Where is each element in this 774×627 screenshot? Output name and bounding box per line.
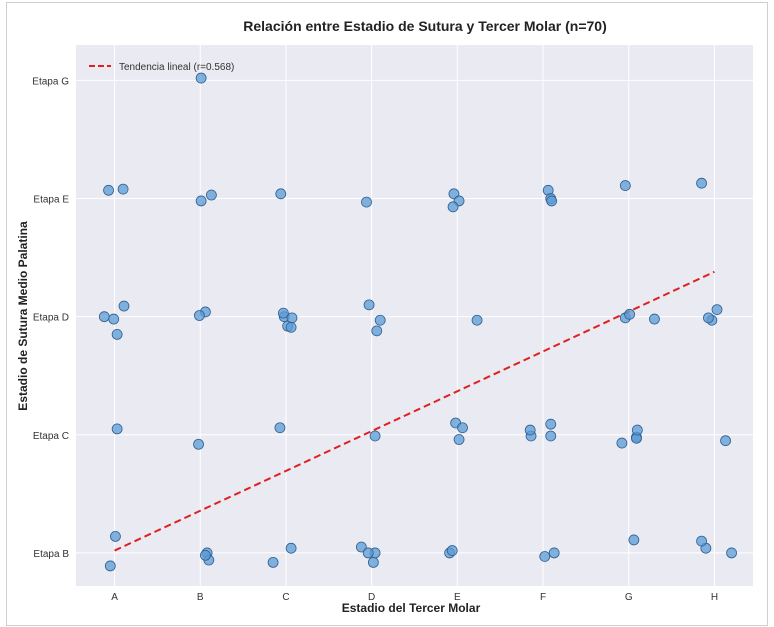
data-point	[108, 313, 120, 325]
x-tick-label: H	[711, 592, 718, 603]
x-tick-labels: A B C D E F G H	[111, 592, 718, 603]
legend: Tendencia lineal (r=0.568)	[89, 62, 234, 73]
data-point	[616, 437, 628, 449]
data-point	[619, 180, 631, 191]
data-point	[194, 310, 205, 321]
data-point	[524, 424, 536, 436]
x-tick-label: A	[111, 592, 118, 603]
data-point	[649, 313, 660, 325]
data-point	[285, 321, 297, 333]
data-point	[111, 328, 123, 340]
data-point	[545, 418, 557, 430]
x-tick-label: B	[197, 592, 204, 603]
data-point	[275, 188, 287, 200]
legend-trend-label: Tendencia lineal (r=0.568)	[119, 62, 234, 73]
data-point	[274, 422, 286, 434]
data-point	[711, 304, 723, 315]
y-tick-label: Etapa E	[33, 195, 69, 206]
data-point	[548, 547, 560, 559]
data-point	[628, 534, 640, 546]
data-point	[104, 560, 116, 572]
y-tick-label: Etapa B	[33, 549, 69, 560]
y-tick-label: Etapa G	[32, 76, 69, 87]
x-tick-label: C	[282, 592, 289, 603]
data-point	[267, 556, 279, 568]
plot-area	[76, 45, 753, 586]
data-point	[200, 549, 211, 561]
data-point	[696, 535, 707, 547]
data-point	[118, 300, 130, 312]
y-tick-label: Etapa C	[33, 431, 69, 442]
data-point	[103, 184, 114, 196]
y-tick-labels: Etapa B Etapa C Etapa D Etapa E Etapa G	[32, 76, 69, 559]
x-tick-label: G	[625, 592, 633, 603]
data-point	[277, 307, 289, 319]
data-point	[457, 422, 468, 434]
data-points	[98, 72, 737, 572]
y-tick-label: Etapa D	[33, 313, 69, 324]
data-point	[631, 424, 643, 436]
data-point	[195, 195, 207, 207]
trend-line	[114, 270, 715, 552]
data-point	[355, 541, 367, 553]
data-point	[726, 547, 737, 559]
data-point	[111, 423, 123, 435]
trend-line-group	[114, 270, 715, 552]
data-point	[545, 430, 557, 442]
data-point	[703, 312, 714, 324]
data-point	[624, 308, 635, 320]
data-point	[285, 542, 297, 554]
data-point	[117, 183, 129, 195]
x-axis-label: Estadio del Tercer Molar	[342, 601, 481, 615]
y-axis-label: Estadio de Sutura Medio Palatina	[16, 221, 30, 411]
data-point	[98, 311, 110, 323]
data-point	[367, 556, 379, 568]
data-point	[369, 430, 381, 442]
data-point	[453, 434, 465, 445]
data-point	[361, 196, 372, 208]
data-point	[362, 547, 374, 559]
data-point	[447, 201, 459, 213]
x-tick-label: E	[454, 592, 461, 603]
data-point	[374, 314, 386, 326]
data-point	[446, 545, 458, 556]
data-point	[371, 325, 383, 337]
data-point	[546, 195, 558, 207]
data-point	[193, 438, 204, 450]
data-point	[539, 551, 551, 562]
x-tick-label: F	[540, 592, 546, 603]
data-point	[110, 530, 121, 542]
data-point	[720, 435, 731, 447]
data-point	[363, 299, 375, 311]
data-point	[195, 72, 207, 84]
data-point	[696, 177, 707, 189]
data-point	[471, 314, 483, 326]
chart-title: Relación entre Estadio de Sutura y Terce…	[243, 18, 606, 34]
data-point	[205, 189, 217, 201]
x-tick-label: D	[368, 592, 375, 603]
